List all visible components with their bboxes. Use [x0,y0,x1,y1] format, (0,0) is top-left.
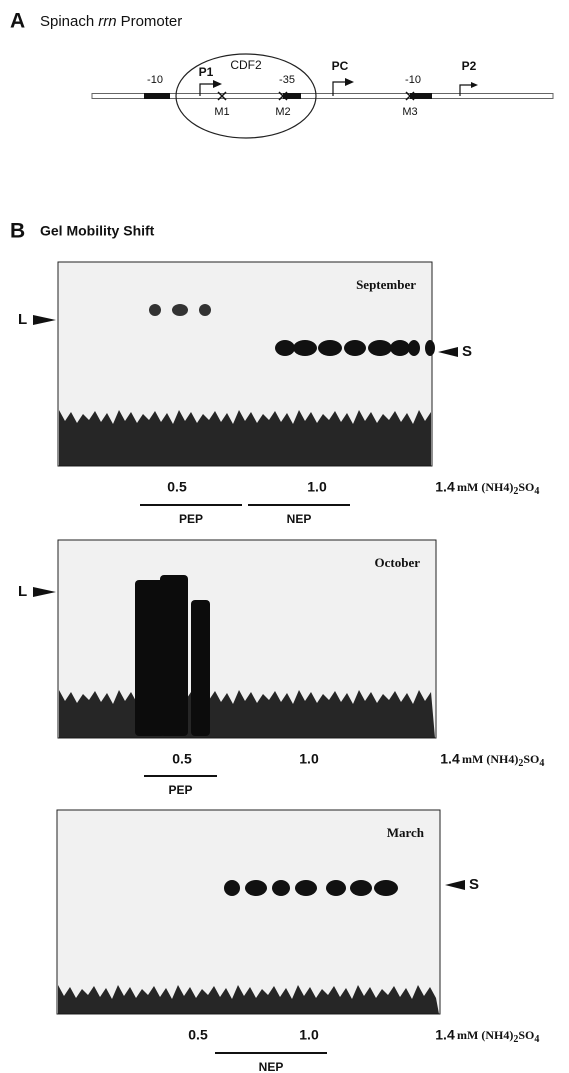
arrow-head [471,82,478,88]
gel-band [390,340,410,356]
tick-label: 0.5 [167,479,187,495]
group-label: NEP [287,512,312,526]
arrow [459,84,472,96]
gel-panel: September L S 0.5 1.0 1.4 mM (NH4)2SO4 PEP NEP [18,261,539,526]
box-label: -10 [147,74,163,86]
unit-part: SO [518,480,534,494]
unit-label: mM (NH4)2SO4 [457,480,539,498]
gel-lane [135,580,165,736]
marker-arrow [438,347,458,357]
gel-lane [160,575,188,736]
title-part: Spinach [40,13,94,30]
arrow [199,83,214,96]
marker-arrow [33,315,56,325]
group-label: PEP [179,512,203,526]
unit-part: mM (NH4) [462,752,518,766]
gel-band [149,304,161,316]
gel-panel: October L 0.5 1.0 1.4 mM (NH4)2SO4 PEP [18,539,544,797]
box [144,93,170,99]
unit-label: mM (NH4)2SO4 [457,1028,539,1046]
panel-title: Spinach rrn Promoter [40,13,182,30]
unit-subscript: 4 [534,486,539,497]
unit-part: mM (NH4) [457,1028,513,1042]
box-label: -10 [405,74,421,86]
group-label: PEP [168,783,192,797]
unit-subscript: 4 [534,1034,539,1045]
unit-part: SO [518,1028,534,1042]
gel-month: October [375,555,421,570]
panel-label: A [10,10,25,33]
arrow [332,81,346,96]
mutation-mark [217,91,415,101]
promoter-label: PC [332,59,349,73]
promoter-label: P1 [199,65,214,79]
gel-smear [59,410,431,466]
unit-part: mM (NH4) [457,480,513,494]
mutation-label: M2 [275,106,290,118]
gel-smear [58,985,439,1014]
tick-label: 1.0 [307,479,327,495]
gel-band [408,340,420,356]
gel-panel: March S 0.5 1.0 1.4 mM (NH4)2SO4 NEP [56,809,539,1073]
arrow-head [213,80,222,88]
panel-title: Gel Mobility Shift [40,223,155,239]
gel-band [295,880,317,896]
unit-label: mM (NH4)2SO4 [462,752,544,770]
promoter-diagram: -10 P1 CDF2 -35 PC -10 P2 M1 M2 M3 [91,53,554,139]
box [283,93,301,99]
marker-arrow [445,880,465,890]
tick-label: 1.0 [299,751,319,767]
marker-arrow [33,587,56,597]
arrow-head [345,78,354,86]
gel-band [344,340,366,356]
title-part: Promoter [121,13,183,30]
gel-band [275,340,295,356]
unit-subscript: 2 [513,486,518,497]
gel-band [245,880,267,896]
gel-band [272,880,290,896]
dna [91,93,554,99]
box-label: -35 [279,74,295,86]
band-marker: S [462,343,472,360]
tick-label: 0.5 [188,1027,208,1043]
unit-subscript: 2 [518,758,523,769]
gel-band [293,340,317,356]
tick-label: 0.5 [172,751,192,767]
mutation-label: M3 [402,106,417,118]
gel-band [368,340,392,356]
gel-band [318,340,342,356]
tick-label: 1.4 [435,1027,455,1043]
gel-band [224,880,240,896]
title-italic: rrn [98,13,116,30]
unit-part: SO [523,752,539,766]
gel [56,809,441,1015]
cdf2-region [175,53,317,139]
factor-label: CDF2 [230,58,262,72]
gel-band [374,880,398,896]
gel-lane [191,600,210,736]
unit-subscript: 4 [539,758,544,769]
band-marker: L [18,311,27,328]
gel-month: September [356,277,416,292]
promoter-label: P2 [462,59,477,73]
tick-label: 1.4 [440,751,460,767]
tick-label: 1.4 [435,479,455,495]
band-marker: S [469,876,479,893]
band-marker: L [18,583,27,600]
unit-subscript: 2 [513,1034,518,1045]
gel-month: March [387,825,425,840]
mutation-label: M1 [214,106,229,118]
group-label: NEP [259,1060,284,1073]
gel-band [350,880,372,896]
panel-label: B [10,220,25,243]
tick-label: 1.0 [299,1027,319,1043]
gel-band [425,340,435,356]
gel-band [199,304,211,316]
box [410,93,432,99]
gel-band [172,304,188,316]
gel-band [326,880,346,896]
